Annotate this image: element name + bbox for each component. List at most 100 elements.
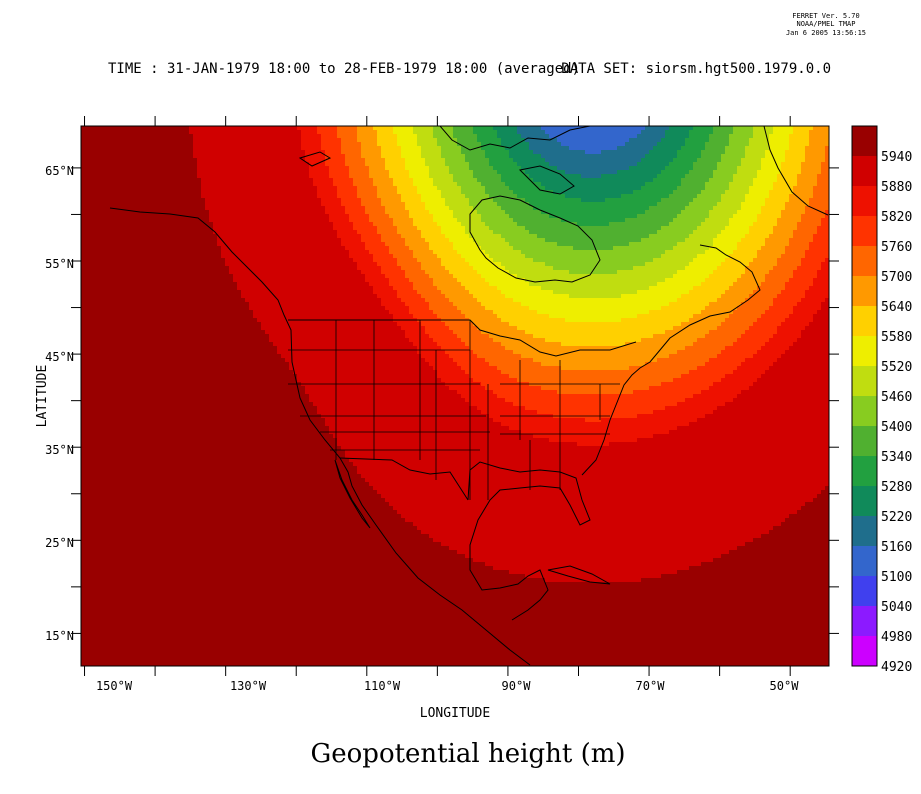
field-cell	[145, 166, 150, 171]
field-cell	[785, 158, 790, 163]
field-cell	[817, 138, 822, 143]
field-cell	[449, 134, 454, 139]
field-cell	[541, 170, 546, 175]
field-cell	[501, 214, 506, 219]
field-cell	[609, 186, 614, 191]
field-cell	[373, 194, 378, 199]
field-cell	[821, 210, 826, 215]
field-cell	[569, 186, 574, 191]
field-cell	[137, 150, 142, 155]
field-cell	[269, 158, 274, 163]
field-cell	[229, 142, 234, 147]
field-cell	[417, 182, 422, 187]
field-cell	[513, 222, 518, 227]
field-cell	[549, 214, 554, 219]
field-cell	[201, 162, 206, 167]
field-cell	[117, 206, 122, 211]
field-cell	[237, 186, 242, 191]
field-cell	[101, 162, 106, 167]
field-cell	[817, 166, 822, 171]
field-cell	[281, 150, 286, 155]
field-cell	[525, 226, 530, 231]
field-cell	[397, 206, 402, 211]
field-cell	[313, 154, 318, 159]
field-cell	[477, 206, 482, 211]
field-cell	[605, 154, 610, 159]
field-cell	[257, 146, 262, 151]
field-cell	[93, 174, 98, 179]
field-cell	[405, 154, 410, 159]
field-cell	[693, 178, 698, 183]
field-cell	[229, 134, 234, 139]
field-cell	[621, 166, 626, 171]
field-cell	[577, 182, 582, 187]
field-cell	[265, 130, 270, 135]
field-cell	[165, 130, 170, 135]
field-cell	[265, 186, 270, 191]
field-cell	[605, 150, 610, 155]
field-cell	[577, 222, 582, 227]
field-cell	[453, 158, 458, 163]
field-cell	[237, 198, 242, 203]
field-cell	[85, 166, 90, 171]
field-cell	[497, 126, 502, 131]
field-cell	[573, 186, 578, 191]
field-cell	[809, 166, 814, 171]
field-cell	[609, 146, 614, 151]
field-cell	[357, 190, 362, 195]
field-cell	[501, 162, 506, 167]
field-cell	[309, 142, 314, 147]
field-cell	[769, 146, 774, 151]
field-cell	[645, 198, 650, 203]
field-cell	[649, 170, 654, 175]
field-cell	[625, 186, 630, 191]
field-cell	[637, 194, 642, 199]
field-cell	[493, 186, 498, 191]
field-cell	[609, 202, 614, 207]
field-cell	[269, 174, 274, 179]
field-cell	[545, 170, 550, 175]
field-cell	[509, 202, 514, 207]
field-cell	[373, 158, 378, 163]
field-cell	[709, 146, 714, 151]
field-cell	[345, 134, 350, 139]
field-cell	[789, 158, 794, 163]
field-cell	[229, 210, 234, 215]
field-cell	[537, 162, 542, 167]
field-cell	[329, 186, 334, 191]
field-cell	[665, 174, 670, 179]
field-cell	[777, 154, 782, 159]
field-cell	[305, 178, 310, 183]
field-cell	[337, 214, 342, 219]
field-cell	[521, 126, 526, 131]
field-cell	[745, 134, 750, 139]
field-cell	[309, 186, 314, 191]
field-cell	[213, 138, 218, 143]
field-cell	[293, 214, 298, 219]
field-cell	[365, 166, 370, 171]
field-cell	[789, 206, 794, 211]
field-cell	[337, 186, 342, 191]
field-cell	[129, 174, 134, 179]
field-cell	[517, 222, 522, 227]
field-cell	[273, 126, 278, 131]
field-cell	[377, 162, 382, 167]
field-cell	[821, 158, 826, 163]
field-cell	[437, 166, 442, 171]
field-cell	[773, 138, 778, 143]
field-cell	[473, 154, 478, 159]
field-cell	[389, 134, 394, 139]
field-cell	[293, 186, 298, 191]
field-cell	[113, 218, 118, 223]
field-cell	[249, 154, 254, 159]
field-cell	[225, 206, 230, 211]
field-cell	[101, 202, 106, 207]
field-cell	[389, 178, 394, 183]
field-cell	[641, 170, 646, 175]
field-cell	[769, 142, 774, 147]
field-cell	[273, 158, 278, 163]
field-cell	[565, 222, 570, 227]
field-cell	[625, 182, 630, 187]
field-cell	[793, 170, 798, 175]
field-cell	[169, 226, 174, 231]
